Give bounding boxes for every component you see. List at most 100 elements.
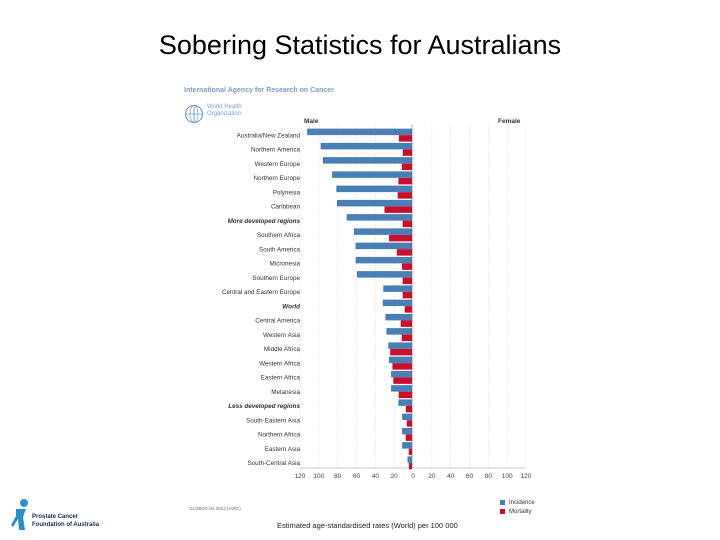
category-label: Western Europe <box>255 161 301 168</box>
bar-mortality <box>396 249 412 256</box>
bar-incidence <box>407 456 412 463</box>
x-tick-label: 40 <box>447 473 455 480</box>
iarc-header-text: International Agency for Research on Can… <box>184 87 334 94</box>
slide-title: Sobering Statistics for Australians <box>158 30 562 60</box>
x-tick-label: 20 <box>391 473 399 480</box>
bar-incidence <box>388 342 412 349</box>
x-tick-label: 80 <box>334 473 342 480</box>
bar-mortality <box>402 291 412 299</box>
bar-mortality <box>402 220 412 228</box>
category-label: Northern America <box>251 147 300 154</box>
bar-incidence <box>402 413 412 421</box>
bar-mortality <box>402 277 412 285</box>
category-label: Melanesia <box>271 389 300 396</box>
chart-legend: Incidence Mortality <box>500 498 535 516</box>
bar-incidence <box>353 228 412 235</box>
category-label: Less developed regions <box>228 403 300 410</box>
legend-item-mortality: Mortality <box>500 507 535 516</box>
bar-mortality <box>406 420 412 427</box>
bar-incidence <box>382 299 412 307</box>
bar-mortality <box>398 177 412 185</box>
category-label: South-Eastern Asia <box>246 417 300 424</box>
pcfa-line-1: Prostate Cancer <box>32 514 79 520</box>
bar-mortality <box>402 149 412 156</box>
x-tick-label: 120 <box>295 473 306 480</box>
category-label: Eastern Asia <box>265 446 301 453</box>
source-note: GLOBOCAN 2012 (IARC) <box>189 506 241 511</box>
category-label: More developed regions <box>228 218 301 225</box>
category-label: Caribbean <box>271 204 301 211</box>
who-emblem-icon <box>184 104 204 124</box>
who-label: World Health Organization <box>207 104 242 118</box>
bar-mortality <box>398 135 412 142</box>
category-label: Northern Africa <box>258 432 300 439</box>
panel-label-male: Male <box>304 118 319 125</box>
bar-mortality <box>390 348 412 356</box>
bar-mortality <box>402 263 412 270</box>
category-label: Northern Europe <box>253 175 300 182</box>
x-tick-label: 20 <box>428 473 436 480</box>
pcfa-name: Prostate Cancer Foundation of Australia <box>32 514 99 529</box>
legend-label-mortality: Mortality <box>509 508 532 515</box>
bar-incidence <box>332 171 412 178</box>
bar-incidence <box>336 185 412 193</box>
pcfa-line-2: Foundation of Australia <box>32 521 100 528</box>
bar-incidence <box>355 242 412 250</box>
bar-mortality <box>401 163 412 171</box>
x-tick-label: 60 <box>466 473 474 480</box>
bar-incidence <box>391 370 412 378</box>
who-line-1: World Health <box>207 104 242 110</box>
legend-item-incidence: Incidence <box>500 498 535 507</box>
category-label: Western Asia <box>263 332 300 339</box>
x-tick-label: 40 <box>372 473 380 480</box>
category-label: Micronesia <box>270 261 301 268</box>
x-axis-title: Estimated age-standardised rates (World)… <box>277 521 458 530</box>
bar-mortality <box>400 320 412 327</box>
x-tick-label: 100 <box>313 473 324 480</box>
bar-incidence <box>322 157 412 164</box>
category-label: Western Africa <box>259 360 300 367</box>
panel-label-female: Female <box>498 118 521 125</box>
legend-swatch-incidence <box>500 500 505 505</box>
category-label: Eastern Africa <box>261 375 301 382</box>
who-line-2: Organization <box>207 111 242 117</box>
bar-mortality <box>393 377 412 384</box>
legend-label-incidence: Incidence <box>509 499 535 506</box>
x-tick-label: 80 <box>485 473 493 480</box>
bar-mortality <box>398 391 412 399</box>
category-label: Polynesia <box>273 189 301 196</box>
bar-mortality <box>401 334 412 342</box>
bar-incidence <box>391 385 412 392</box>
bar-mortality <box>392 363 412 370</box>
category-label: Middle Africa <box>264 346 301 353</box>
bar-incidence <box>320 142 412 150</box>
bar-incidence <box>402 442 412 449</box>
category-label: Southern Africa <box>257 232 301 239</box>
bar-incidence <box>388 356 412 364</box>
bar-mortality <box>405 405 412 413</box>
bar-mortality <box>405 434 412 441</box>
bar-incidence <box>386 328 412 335</box>
bar-incidence <box>307 128 412 136</box>
bar-mortality <box>384 206 412 213</box>
bar-incidence <box>346 214 412 221</box>
x-tick-label: 0 <box>411 473 415 480</box>
bar-incidence <box>356 271 412 278</box>
bar-incidence <box>336 199 412 207</box>
category-label: World <box>282 303 300 310</box>
bar-incidence <box>402 427 412 435</box>
pcfa-logo-icon <box>11 499 28 530</box>
x-tick-label: 60 <box>353 473 361 480</box>
category-label: South America <box>259 246 300 253</box>
bar-incidence <box>385 313 412 321</box>
bar-mortality <box>404 306 412 313</box>
category-label: South-Central Asia <box>247 460 300 467</box>
bar-incidence <box>383 285 412 292</box>
category-label: Central and Eastern Europe <box>222 289 301 296</box>
bar-mortality <box>408 448 412 456</box>
category-label: Central America <box>255 318 300 325</box>
legend-swatch-mortality <box>500 509 505 514</box>
x-tick-label: 120 <box>521 473 532 480</box>
bar-incidence <box>398 399 412 406</box>
